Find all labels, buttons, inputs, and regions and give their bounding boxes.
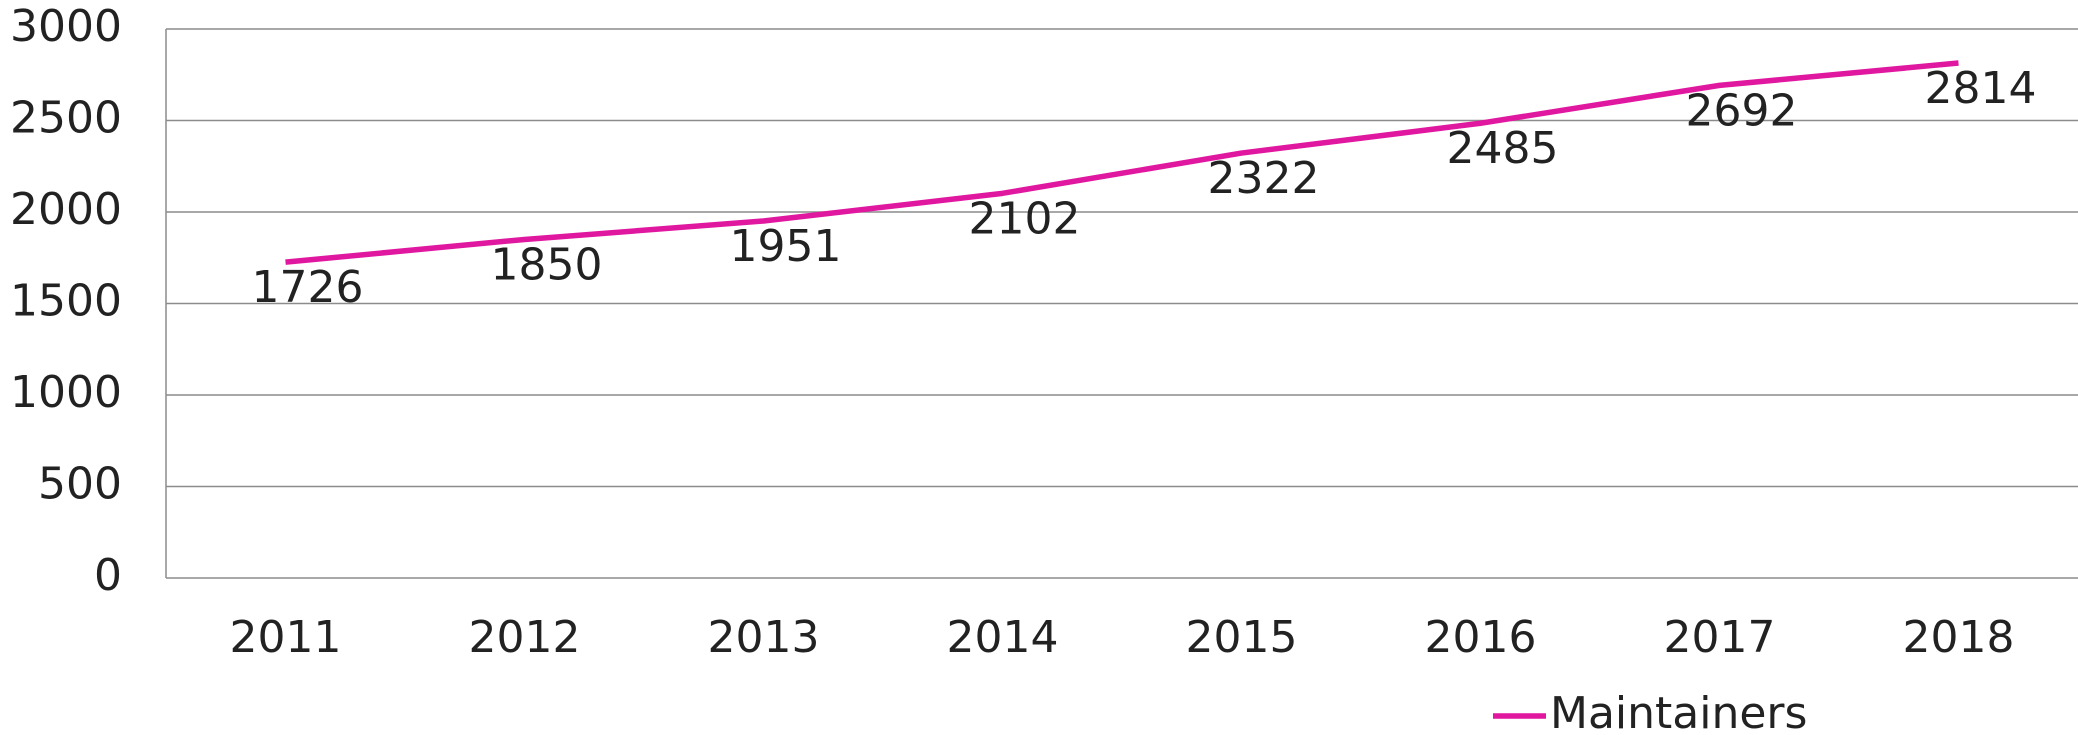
y-tick-label: 1500	[10, 276, 122, 327]
y-tick-label: 0	[94, 550, 122, 601]
y-tick-label: 2500	[10, 93, 122, 144]
data-label: 1726	[252, 262, 364, 313]
y-tick-label: 2000	[10, 184, 122, 235]
x-tick-label: 2014	[947, 612, 1059, 663]
data-label: 2102	[969, 193, 1081, 244]
y-tick-label: 1000	[10, 367, 122, 418]
x-tick-label: 2018	[1903, 612, 2015, 663]
data-label: 2485	[1447, 123, 1559, 174]
x-tick-label: 2013	[708, 612, 820, 663]
x-tick-label: 2011	[230, 612, 342, 663]
x-tick-label: 2017	[1664, 612, 1776, 663]
data-label: 1850	[491, 239, 603, 290]
x-tick-label: 2015	[1186, 612, 1298, 663]
x-tick-label: 2016	[1425, 612, 1537, 663]
data-label: 2692	[1686, 85, 1798, 136]
x-tick-label: 2012	[469, 612, 581, 663]
y-tick-label: 500	[38, 459, 122, 510]
data-label: 2322	[1208, 153, 1320, 204]
data-label: 1951	[730, 221, 842, 272]
y-tick-label: 3000	[10, 1, 122, 52]
legend-label: Maintainers	[1550, 688, 1807, 735]
data-label: 2814	[1925, 63, 2037, 114]
series-line	[285, 60, 1959, 265]
